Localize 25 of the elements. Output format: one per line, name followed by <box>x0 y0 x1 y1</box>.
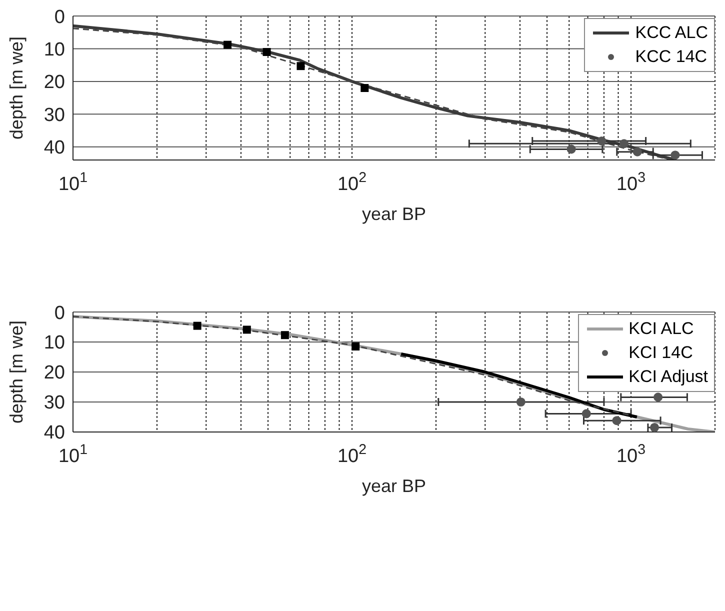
x-tick-label: 10$^{2}$ <box>337 442 367 467</box>
legend-label: KCI Adjust <box>628 366 708 388</box>
x-tick-label: 10$^{1}$ <box>58 442 88 467</box>
y-tick-label: 20 <box>44 362 65 384</box>
legend-label: KCC ALC <box>635 22 708 44</box>
y-tick-label: 10 <box>44 39 65 60</box>
x-axis-title: year BP <box>362 204 426 224</box>
y-tick-label: 40 <box>44 422 65 444</box>
legend-label: KCI 14C <box>628 342 693 364</box>
legend-label: KCI ALC <box>628 318 694 340</box>
x-tick-label: 10$^{3}$ <box>616 442 646 467</box>
legend-label: KCC 14C <box>635 46 708 68</box>
y-axis-title: depth [m we] <box>6 320 26 424</box>
y-tick-label: 30 <box>44 392 65 414</box>
y-tick-label: 20 <box>44 72 65 94</box>
y-tick-label: 30 <box>44 104 65 126</box>
x-tick-label: 10$^{1}$ <box>58 170 88 195</box>
y-tick-label: 0 <box>54 302 65 324</box>
y-tick-label: 0 <box>54 6 65 28</box>
y-tick-label: 40 <box>44 138 65 159</box>
y-tick-label: 10 <box>44 332 65 354</box>
x-tick-label: 10$^{3}$ <box>616 170 646 195</box>
x-axis-title: year BP <box>362 476 426 496</box>
x-tick-label: 10$^{2}$ <box>337 170 367 195</box>
y-axis-title: depth [m we] <box>6 36 26 140</box>
